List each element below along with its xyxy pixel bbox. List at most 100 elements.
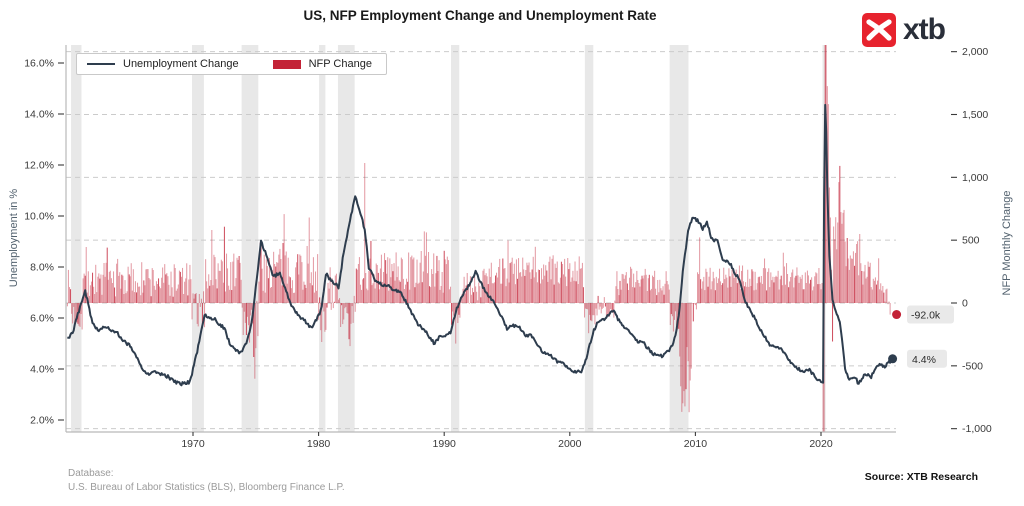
- nfp-bar: [572, 270, 574, 303]
- nfp-bar: [139, 286, 141, 303]
- left-tick-label: 6.0%: [30, 313, 54, 325]
- nfp-bar: [795, 275, 797, 303]
- nfp-bar: [120, 288, 122, 303]
- nfp-bar: [656, 295, 658, 303]
- nfp-bar: [267, 278, 269, 303]
- nfp-bar: [862, 284, 864, 303]
- nfp-bar: [346, 303, 348, 313]
- nfp-bar: [870, 287, 872, 303]
- nfp-bar: [420, 251, 422, 303]
- nfp-bar: [778, 289, 780, 303]
- right-tick-label: -500: [962, 360, 983, 372]
- nfp-bar: [109, 270, 111, 303]
- nfp-bar: [816, 273, 818, 303]
- nfp-bar: [800, 278, 802, 303]
- nfp-bar: [432, 274, 434, 303]
- nfp-bar: [237, 259, 239, 303]
- nfp-bar: [158, 278, 160, 303]
- nfp-bar: [543, 264, 545, 303]
- nfp-bar: [391, 264, 393, 303]
- nfp-bar: [509, 263, 511, 303]
- nfp-bar: [208, 274, 210, 303]
- nfp-bar: [766, 290, 768, 303]
- nfp-bar: [879, 289, 881, 303]
- nfp-bar: [868, 266, 870, 303]
- nfp-bar: [394, 280, 396, 303]
- nfp-bar: [357, 264, 359, 303]
- nfp-bar: [742, 265, 744, 303]
- recession-band: [584, 45, 594, 432]
- nfp-bar: [126, 291, 128, 303]
- nfp-bar: [405, 284, 407, 303]
- nfp-bar: [263, 254, 265, 303]
- nfp-bar: [130, 263, 132, 303]
- nfp-bar: [275, 266, 277, 303]
- nfp-bar: [171, 287, 173, 303]
- nfp-bar: [220, 259, 222, 303]
- nfp-bar: [145, 269, 147, 303]
- nfp-bar: [305, 288, 307, 303]
- nfp-bar: [562, 264, 564, 303]
- nfp-bar: [441, 272, 443, 303]
- nfp-bar: [480, 297, 482, 303]
- nfp-bar: [85, 247, 87, 303]
- nfp-bar: [288, 276, 290, 303]
- nfp-bar: [339, 298, 341, 303]
- nfp-bar: [159, 286, 161, 303]
- nfp-bar: [685, 303, 687, 390]
- nfp-bar: [222, 282, 224, 303]
- nfp-bar: [874, 277, 876, 303]
- nfp-bar: [474, 274, 476, 303]
- nfp-bar: [515, 259, 517, 303]
- nfp-bar: [254, 303, 256, 379]
- nfp-bar: [729, 276, 731, 303]
- nfp-bar: [665, 271, 667, 303]
- nfp-bar: [607, 303, 609, 317]
- nfp-bar: [221, 261, 223, 303]
- nfp-bar: [385, 260, 387, 303]
- nfp-bar: [356, 269, 358, 303]
- nfp-bar: [390, 277, 392, 303]
- nfp-bar: [587, 303, 589, 310]
- nfp-bar: [87, 271, 89, 303]
- nfp-bar: [108, 271, 110, 303]
- nfp-bar: [183, 294, 185, 303]
- nfp-bar: [193, 298, 195, 303]
- nfp-bar: [818, 268, 820, 303]
- nfp-bar: [812, 290, 814, 303]
- left-tick-label: 8.0%: [30, 262, 54, 274]
- nfp-bar: [227, 268, 229, 303]
- nfp-bar: [266, 266, 268, 303]
- nfp-bar: [514, 284, 516, 303]
- nfp-bar: [682, 303, 684, 404]
- nfp-bar: [857, 241, 859, 303]
- nfp-bar: [736, 283, 738, 303]
- nfp-bar: [94, 294, 96, 303]
- nfp-bar: [229, 289, 231, 303]
- nfp-bar: [395, 252, 397, 303]
- nfp-bar: [182, 267, 184, 303]
- nfp-bar: [276, 262, 278, 303]
- nfp-bar: [858, 275, 860, 303]
- nfp-bar: [876, 284, 878, 303]
- nfp-bar: [873, 280, 875, 303]
- nfp-bar: [472, 287, 474, 303]
- nfp-bar: [697, 272, 699, 303]
- nfp-bar: [799, 276, 801, 303]
- nfp-bar: [380, 254, 382, 303]
- nfp-bar: [797, 275, 799, 303]
- nfp-bar: [257, 303, 259, 337]
- nfp-bar: [150, 296, 152, 303]
- nfp-bar: [178, 270, 180, 303]
- nfp-bar: [565, 276, 567, 303]
- nfp-bar: [123, 294, 125, 303]
- nfp-bar: [608, 303, 610, 314]
- nfp-bar: [315, 271, 317, 303]
- nfp-bar: [843, 209, 845, 303]
- nfp-bar: [758, 276, 760, 303]
- unemployment-last-label: 4.4%: [912, 354, 936, 366]
- nfp-bar: [330, 303, 332, 310]
- nfp-bar: [856, 244, 858, 303]
- nfp-bar: [855, 252, 857, 303]
- nfp-bar: [312, 257, 314, 303]
